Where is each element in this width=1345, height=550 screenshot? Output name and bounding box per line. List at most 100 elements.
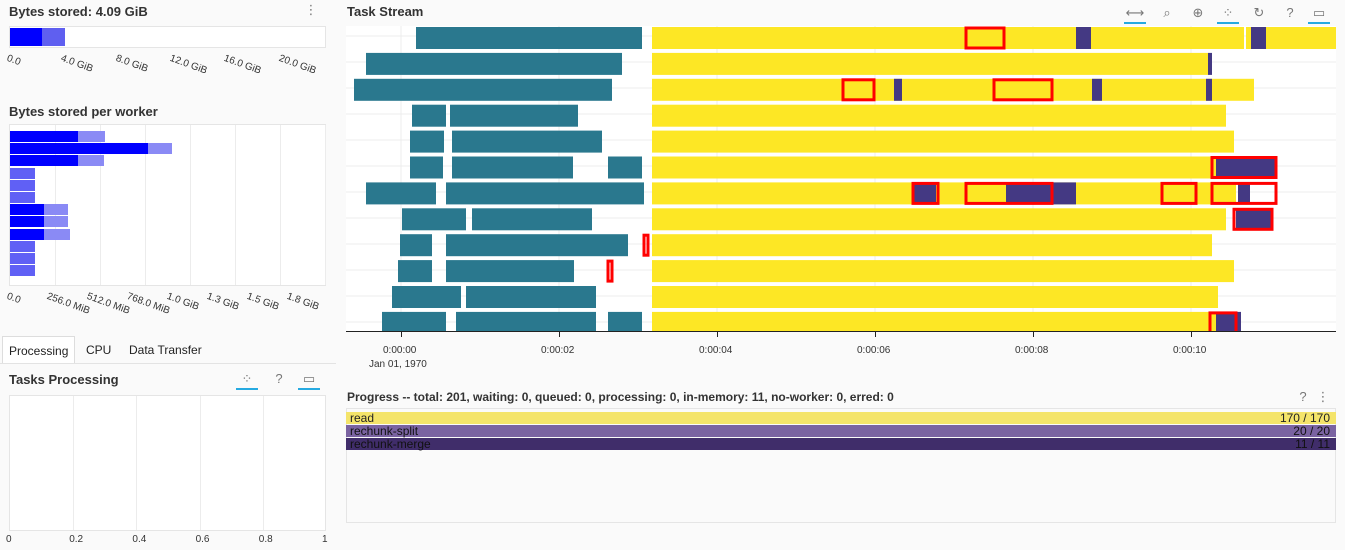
progress-count: 170 / 170 — [1279, 411, 1330, 425]
task-rechunk — [1216, 156, 1276, 179]
grid-line — [145, 125, 146, 285]
grid-line — [73, 396, 75, 530]
task-read-chunk — [366, 182, 436, 205]
tasks-processing-tick: 0.2 — [69, 534, 84, 545]
task-read-chunk — [402, 208, 466, 231]
x-axis-tick-mark — [559, 332, 560, 337]
task-read-chunk — [446, 234, 628, 257]
tab-data-transfer[interactable]: Data Transfer — [129, 343, 202, 357]
x-axis-tick-mark — [875, 332, 876, 337]
task-read — [652, 182, 1236, 205]
task-read-chunk — [452, 156, 573, 179]
task-read — [652, 104, 1226, 127]
hover-icon[interactable]: ▭ — [298, 370, 320, 390]
task-read — [652, 130, 1234, 153]
task-read-chunk — [472, 208, 592, 231]
task-stream-x-tick: 0:00:10 — [1173, 345, 1207, 356]
task-rechunk — [1236, 208, 1271, 231]
progress-label: rechunk-split — [350, 424, 419, 438]
grid-line — [190, 125, 191, 285]
task-read-chunk — [354, 78, 612, 101]
per-worker-tick: 1.5 GiB — [245, 291, 281, 313]
tab-divider — [0, 363, 336, 364]
memory-bar-spilled — [42, 28, 65, 46]
tasks-processing-tick: 0.6 — [195, 534, 210, 545]
bytes-stored-title: Bytes stored: 4.09 GiB — [9, 4, 148, 19]
tasks-processing-plot — [9, 395, 326, 531]
task-read-chunk — [382, 311, 446, 332]
tab-cpu[interactable]: CPU — [86, 343, 112, 357]
task-stream-plot — [346, 26, 1336, 332]
worker-memory-spilled-bar — [78, 131, 105, 142]
pan-icon[interactable]: ⟷ — [1124, 4, 1146, 24]
task-rechunk — [1208, 52, 1212, 75]
tasks-processing-tick: 0.4 — [132, 534, 147, 545]
task-rechunk — [1006, 182, 1076, 205]
worker-memory-bar — [10, 155, 78, 167]
task-read-chunk — [608, 311, 642, 332]
task-read-chunk — [398, 260, 432, 283]
bytes-stored-tick: 8.0 GiB — [113, 53, 149, 75]
task-transfer — [1232, 207, 1274, 231]
task-rechunk — [1092, 78, 1102, 101]
task-transfer — [841, 78, 876, 102]
task-read-chunk — [450, 104, 578, 127]
task-read-chunk — [446, 182, 644, 205]
worker-memory-bar — [10, 265, 35, 277]
more-options-icon[interactable]: ⋮ — [1316, 389, 1330, 404]
bytes-stored-tick: 20.0 GiB — [276, 53, 318, 77]
grid-line — [100, 125, 101, 285]
task-transfer — [911, 181, 940, 205]
help-icon[interactable]: ? — [275, 371, 283, 386]
grid-line — [136, 396, 138, 530]
task-transfer — [964, 181, 1054, 205]
task-rechunk — [894, 78, 902, 101]
task-transfer — [642, 233, 650, 257]
hover-icon[interactable]: ▭ — [1308, 4, 1330, 24]
worker-memory-spilled-bar — [148, 143, 172, 155]
bytes-stored-tick: 12.0 GiB — [168, 53, 209, 77]
box-zoom-icon[interactable]: ⌕ — [1163, 5, 1171, 20]
progress-bar-read: read 170 / 170 — [346, 412, 1336, 424]
wheel-zoom-icon[interactable]: ⊕ — [1192, 5, 1204, 20]
task-stream-x-tick: 0:00:08 — [1015, 345, 1049, 356]
help-icon[interactable]: ? — [1286, 5, 1294, 20]
task-transfer — [1208, 311, 1238, 332]
task-transfer — [1160, 181, 1198, 205]
task-stream-x-tick: 0:00:00 — [383, 345, 417, 356]
grid-line — [262, 396, 264, 530]
tasks-processing-title: Tasks Processing — [9, 372, 119, 387]
task-read-chunk — [412, 104, 446, 127]
task-transfer — [964, 26, 1006, 50]
task-read — [1246, 27, 1336, 49]
task-read-chunk — [410, 130, 444, 153]
tap-icon[interactable]: ⁘ — [236, 370, 258, 390]
progress-label: read — [350, 411, 375, 425]
reset-icon[interactable]: ↻ — [1253, 5, 1265, 20]
tab-processing[interactable]: Processing — [2, 336, 76, 364]
per-worker-plot — [9, 124, 326, 286]
per-worker-tick: 0.0 — [5, 291, 23, 307]
tap-icon[interactable]: ⁘ — [1217, 4, 1239, 24]
worker-memory-bar — [10, 228, 44, 240]
task-read-chunk — [466, 286, 596, 308]
task-read-chunk — [366, 52, 622, 75]
bytes-stored-tick: 16.0 GiB — [222, 53, 263, 77]
task-read — [652, 156, 1234, 179]
help-icon[interactable]: ? — [1299, 389, 1307, 404]
task-stream-title: Task Stream — [347, 4, 424, 19]
more-options-icon[interactable]: ⋮ — [304, 2, 318, 17]
progress-bar-rechunk-merge: rechunk-merge 11 / 11 — [346, 438, 1336, 450]
task-read-chunk — [400, 234, 432, 257]
worker-memory-bar — [10, 192, 35, 203]
progress-title: Progress -- total: 201, waiting: 0, queu… — [347, 390, 894, 404]
task-stream-x-tick: 0:00:02 — [541, 345, 575, 356]
task-read-chunk — [452, 130, 602, 153]
tasks-processing-tick: 0 — [6, 534, 12, 545]
per-worker-tick: 768.0 MiB — [125, 291, 172, 317]
task-transfer — [606, 259, 614, 283]
worker-memory-bar — [10, 216, 44, 228]
grid-line — [199, 396, 201, 530]
task-read — [652, 52, 1208, 75]
task-read-chunk — [416, 27, 642, 49]
